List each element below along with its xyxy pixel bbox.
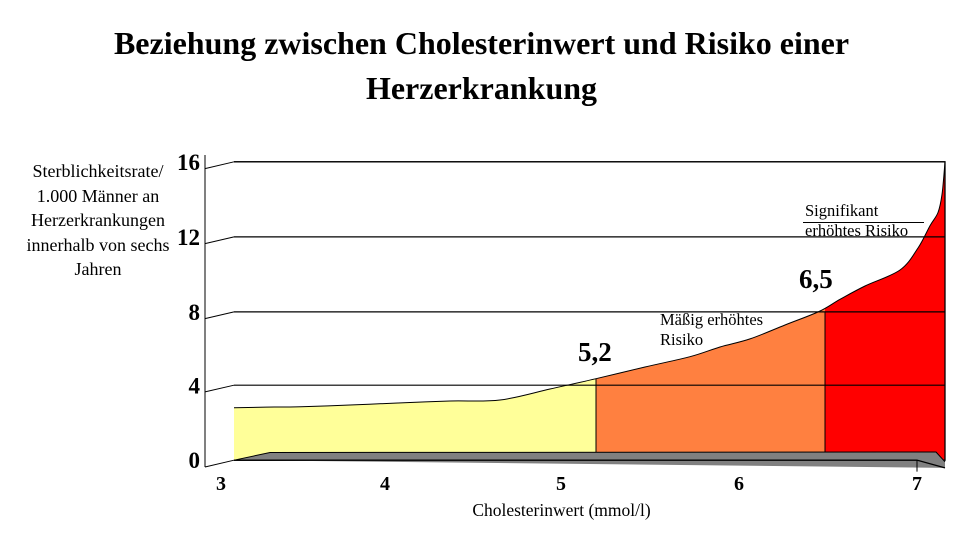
svg-text:6: 6	[734, 473, 744, 495]
svg-text:3: 3	[216, 473, 226, 495]
svg-text:7: 7	[912, 473, 922, 495]
svg-text:0: 0	[189, 448, 201, 473]
svg-text:Risiko: Risiko	[660, 330, 703, 349]
svg-text:5,2: 5,2	[578, 337, 612, 367]
svg-text:5: 5	[556, 473, 566, 495]
svg-text:8: 8	[189, 300, 201, 325]
svg-text:erhöhtes Risiko: erhöhtes Risiko	[805, 221, 908, 240]
svg-text:4: 4	[189, 374, 201, 399]
svg-text:Signifikant: Signifikant	[805, 201, 879, 220]
svg-text:16: 16	[177, 150, 200, 175]
svg-text:12: 12	[177, 225, 200, 250]
svg-text:Mäßig erhöhtes: Mäßig erhöhtes	[660, 310, 763, 329]
svg-text:4: 4	[380, 473, 390, 495]
svg-text:6,5: 6,5	[799, 264, 833, 294]
